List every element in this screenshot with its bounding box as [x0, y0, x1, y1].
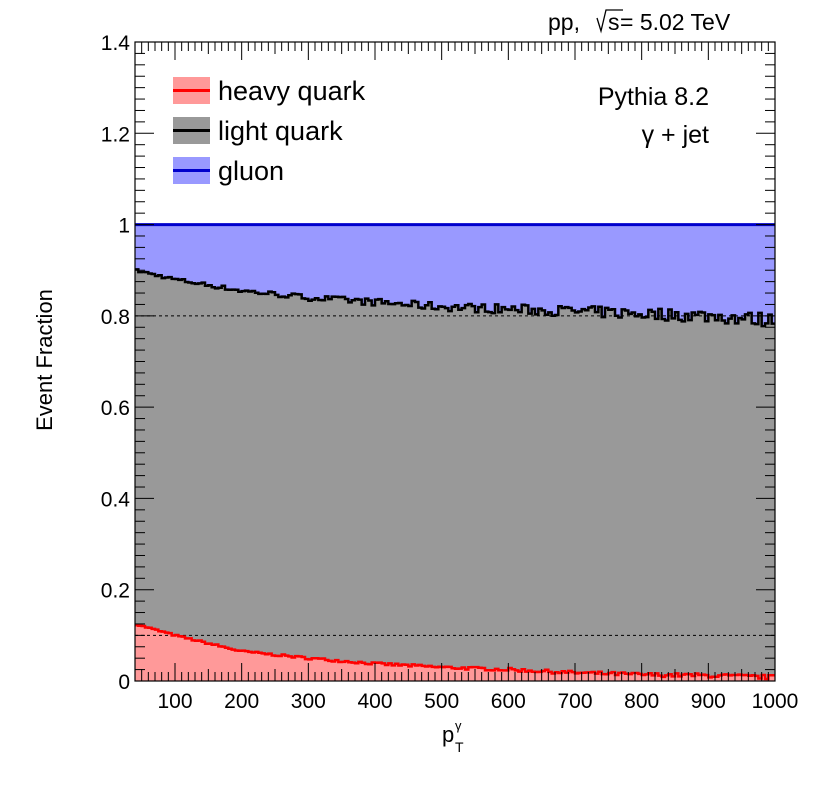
x-tick-label-500: 500 — [424, 690, 459, 713]
y-axis-ticks: 0 0.2 0.4 0.6 0.8 1 1.2 1.4 — [101, 32, 775, 694]
y-tick-label-0: 0 — [118, 671, 130, 694]
y-tick-label-0.4: 0.4 — [101, 488, 131, 511]
x-axis-title-sup: γ — [455, 718, 462, 733]
x-tick-label-700: 700 — [557, 690, 592, 713]
x-tick-label-100: 100 — [157, 690, 192, 713]
legend: heavy quark light quark gluon — [173, 76, 366, 186]
collision-label-sqrt: s — [608, 9, 620, 35]
y-tick-label-1.2: 1.2 — [101, 123, 130, 146]
x-tick-label-600: 600 — [491, 690, 526, 713]
process-label: γ + jet — [642, 121, 709, 149]
x-tick-label-900: 900 — [691, 690, 726, 713]
line-light-quark — [135, 268, 775, 328]
stacked-areas — [135, 224, 775, 681]
y-tick-label-0.8: 0.8 — [101, 306, 130, 329]
area-heavy-quark — [135, 625, 775, 681]
x-tick-label-1000: 1000 — [752, 690, 799, 713]
x-axis-title-sub: T — [455, 739, 464, 755]
x-axis-ticks: 100 200 300 400 500 600 700 800 900 1000 — [141, 42, 799, 713]
x-axis-title-main: p — [442, 722, 454, 747]
legend-item-gluon: gluon — [173, 156, 284, 186]
legend-label-heavy-quark: heavy quark — [218, 76, 366, 106]
y-tick-label-0.2: 0.2 — [101, 580, 130, 603]
sqrt-symbol — [596, 9, 623, 34]
legend-label-light-quark: light quark — [218, 116, 343, 146]
x-tick-label-400: 400 — [357, 690, 392, 713]
x-axis-title: p γ T — [442, 718, 464, 755]
y-axis-title: Event Fraction — [32, 289, 57, 431]
y-tick-label-1: 1 — [118, 215, 130, 238]
generator-label: Pythia 8.2 — [598, 83, 709, 111]
collision-label-prefix: pp, — [548, 9, 580, 35]
y-tick-label-0.6: 0.6 — [101, 397, 130, 420]
collision-label: pp, s = 5.02 TeV — [548, 9, 731, 35]
x-tick-label-800: 800 — [624, 690, 659, 713]
reference-lines — [135, 315, 775, 636]
x-tick-label-200: 200 — [224, 690, 259, 713]
legend-label-gluon: gluon — [218, 156, 284, 186]
legend-item-heavy-quark: heavy quark — [173, 76, 366, 106]
area-light-quark — [135, 269, 775, 681]
collision-label-suffix: = 5.02 TeV — [620, 9, 731, 35]
legend-item-light-quark: light quark — [173, 116, 343, 146]
x-tick-label-300: 300 — [291, 690, 326, 713]
y-tick-label-1.4: 1.4 — [101, 32, 131, 55]
